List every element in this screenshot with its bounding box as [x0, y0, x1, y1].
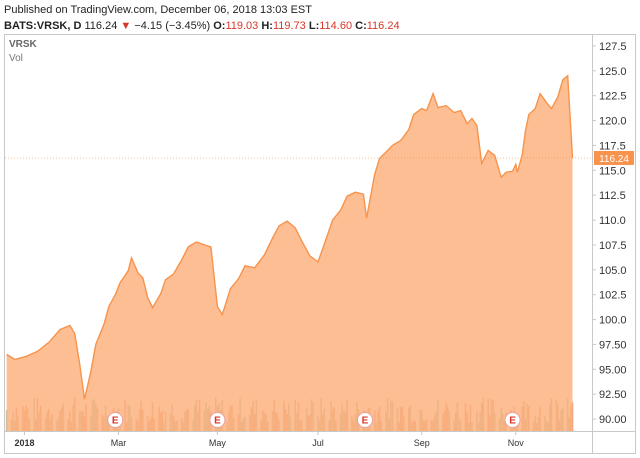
low-label: L:	[308, 20, 320, 32]
y-tick-label: 112.5	[599, 190, 626, 202]
y-tick-label: 92.50	[599, 389, 627, 401]
chart-header: Published on TradingView.com, December 0…	[4, 3, 634, 33]
earnings-marker-circle	[504, 412, 521, 428]
price-change: −4.15 (−3.45%)	[134, 20, 211, 32]
earnings-marker: E	[356, 412, 373, 428]
legend-symbol: VRSK	[9, 39, 37, 50]
low-value: 114.60	[319, 20, 353, 32]
high-value: 119.73	[272, 20, 306, 32]
earnings-marker-circle	[356, 412, 373, 428]
y-tick-label: 100.0	[599, 315, 627, 327]
legend-volume: Vol	[9, 53, 23, 64]
y-tick-label: 90.00	[599, 414, 627, 426]
y-tick-label: 122.5	[599, 91, 627, 103]
y-tick-label: 127.5	[599, 41, 627, 53]
y-tick-label: 110.0	[599, 215, 626, 227]
down-arrow-icon: ▼	[120, 20, 132, 32]
y-tick-label: 95.00	[599, 364, 627, 376]
y-tick-label: 97.50	[599, 339, 627, 351]
symbol-label: BATS:VRSK, D	[4, 20, 82, 32]
x-tick-label: 2018	[14, 438, 34, 448]
chart-frame[interactable]: 116.24 127.5 125.0 122.5 120.0 117.5 115.0 112.…	[4, 34, 636, 454]
price-area	[6, 75, 573, 432]
price-chart[interactable]: 116.24 127.5 125.0 122.5 120.0 117.5 115.0 112.…	[5, 35, 635, 453]
close-label: C:	[355, 20, 367, 32]
x-tick-label: Jul	[312, 438, 324, 448]
earnings-marker: E	[209, 412, 226, 428]
y-tick-label: 107.5	[599, 240, 627, 252]
open-value: 119.03	[225, 20, 259, 32]
x-tick-label: Mar	[111, 438, 127, 448]
earnings-marker-circle	[107, 412, 124, 428]
last-price-label: 116.24	[599, 154, 629, 165]
high-label: H:	[261, 20, 273, 32]
earnings-marker: E	[107, 412, 124, 428]
earnings-marker-label: E	[362, 416, 369, 427]
x-tick-label: May	[209, 438, 227, 448]
last-price: 116.24	[84, 20, 118, 32]
y-tick-label: 117.5	[599, 140, 626, 152]
ticker-line: BATS:VRSK, D 116.24 ▼ −4.15 (−3.45%) O:1…	[4, 19, 634, 33]
y-tick-label: 105.0	[599, 265, 627, 277]
volume-bar	[571, 402, 574, 431]
y-tick-label: 125.0	[599, 66, 627, 78]
x-tick-label: Nov	[508, 438, 525, 448]
last-price-badge	[594, 150, 634, 165]
earnings-marker-label: E	[112, 416, 119, 427]
price-line	[6, 74, 574, 400]
y-tick-label: 102.5	[599, 290, 627, 302]
earnings-marker: E	[504, 412, 521, 428]
y-tick-label: 120.0	[599, 116, 627, 128]
published-note: Published on TradingView.com, December 0…	[4, 4, 312, 16]
x-tick-label: Sep	[414, 438, 430, 448]
open-label: O:	[213, 20, 226, 32]
y-tick-label: 115.0	[599, 165, 626, 177]
close-value: 116.24	[366, 20, 400, 32]
earnings-marker-label: E	[509, 416, 516, 427]
earnings-marker-circle	[209, 412, 226, 428]
earnings-marker-label: E	[214, 416, 221, 427]
